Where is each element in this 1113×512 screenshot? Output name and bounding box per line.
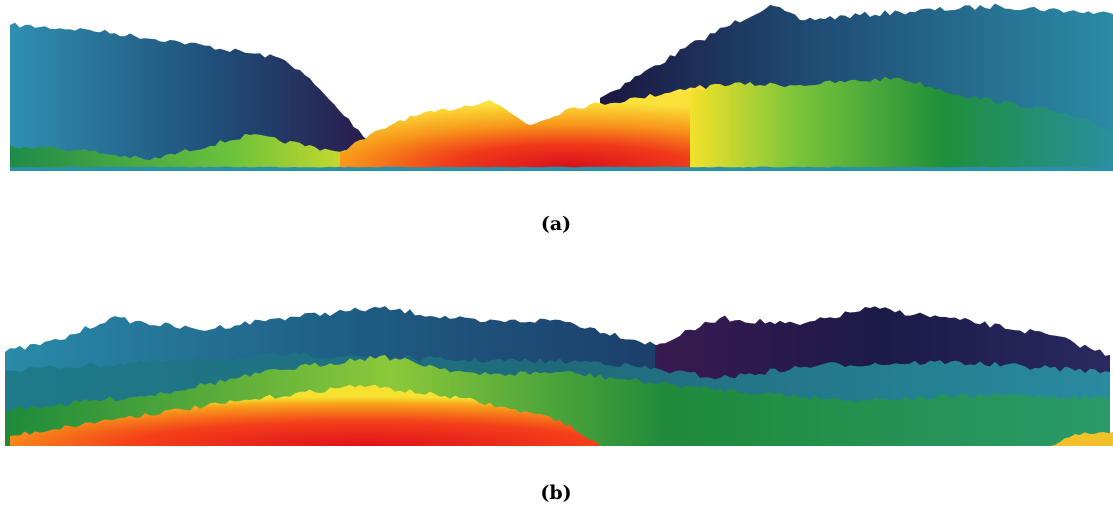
- ridge: [690, 76, 1113, 171]
- ridge: [10, 166, 1113, 171]
- ridge: [1050, 432, 1113, 446]
- caption: (b): [540, 482, 571, 504]
- panel-a: [10, 3, 1113, 171]
- ridge: [10, 133, 380, 171]
- ridge: [10, 22, 378, 171]
- caption: (a): [541, 213, 571, 235]
- ridge: [340, 85, 800, 171]
- panel-b: [5, 306, 1113, 446]
- ridge: [10, 384, 600, 446]
